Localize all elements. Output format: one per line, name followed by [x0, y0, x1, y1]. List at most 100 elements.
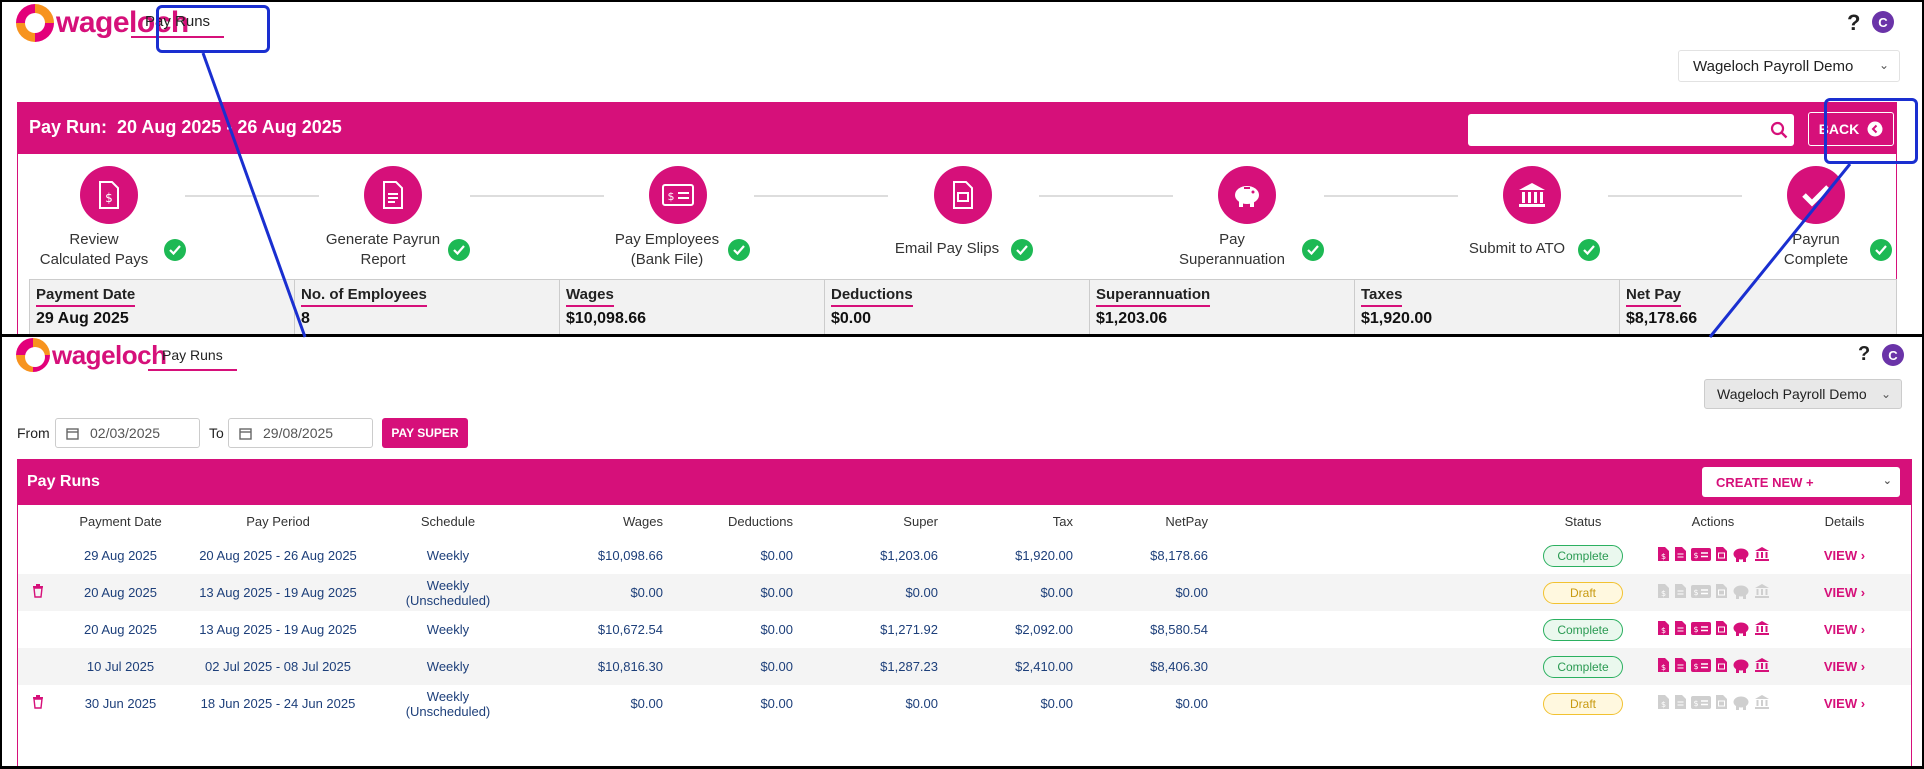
pay-slip-icon[interactable] — [1715, 657, 1728, 676]
summary-deductions: Deductions $0.00 — [825, 280, 1090, 334]
summary-employees: No. of Employees 8 — [295, 280, 560, 334]
create-new-button[interactable]: CREATE NEW + ⌄ — [1702, 467, 1900, 497]
cell-super: $0.00 — [793, 574, 938, 611]
to-label: To — [209, 425, 224, 441]
cell-pay-period: 13 Aug 2025 - 19 Aug 2025 — [183, 574, 373, 611]
pay-slip-icon — [1715, 583, 1728, 602]
to-date-input[interactable]: 29/08/2025 — [228, 418, 373, 448]
pay-slip-icon[interactable] — [1715, 620, 1728, 639]
cell-wages: $0.00 — [630, 696, 663, 711]
nav-tab-pay-runs[interactable]: Pay Runs — [148, 347, 237, 371]
cell-wages: $0.00 — [523, 574, 663, 611]
step-connector — [470, 195, 604, 197]
wageloch-logo[interactable]: wageloch — [16, 338, 167, 372]
from-date-value: 02/03/2025 — [90, 425, 161, 441]
pay-runs-header: Pay Runs CREATE NEW + ⌄ — [17, 459, 1912, 505]
view-link[interactable]: VIEW › — [1823, 585, 1866, 600]
view-link[interactable]: VIEW › — [1823, 622, 1866, 637]
pay-run-header: Pay Run: 20 Aug 2025 - 26 Aug 2025 BACK — [17, 102, 1897, 154]
government-building-icon[interactable] — [1754, 657, 1770, 676]
to-date-value: 29/08/2025 — [263, 425, 334, 441]
report-document-icon — [1674, 583, 1687, 602]
col-payment-date[interactable]: Payment Date — [58, 505, 183, 537]
col-actions: Actions — [1648, 505, 1778, 537]
highlight-back-button — [1824, 98, 1918, 164]
avatar[interactable]: C — [1872, 11, 1894, 33]
bank-file-icon[interactable]: $ — [1690, 621, 1711, 638]
cell-pay-period: 18 Jun 2025 - 24 Jun 2025 — [200, 696, 356, 711]
help-icon[interactable]: ? — [1858, 343, 1871, 365]
step-review-calculated-pays[interactable]: $ — [80, 166, 138, 224]
pay-super-button[interactable]: PAY SUPER — [382, 418, 468, 448]
help-icon[interactable]: ? — [1847, 10, 1861, 35]
logo-mark-icon — [16, 4, 54, 42]
from-date-input[interactable]: 02/03/2025 — [55, 418, 200, 448]
col-wages[interactable]: Wages — [523, 505, 663, 537]
step-submit-to-ato[interactable] — [1503, 166, 1561, 224]
check-circle-icon — [1870, 239, 1892, 261]
dollar-document-icon[interactable]: $ — [1657, 620, 1670, 639]
report-document-icon — [383, 181, 403, 209]
step-email-pay-slips[interactable] — [934, 166, 992, 224]
view-link[interactable]: VIEW › — [1823, 548, 1866, 563]
col-netpay[interactable]: NetPay — [1073, 505, 1208, 537]
piggy-bank-icon[interactable] — [1732, 658, 1750, 676]
summary-superannuation: Superannuation $1,203.06 — [1090, 280, 1355, 334]
create-new-label: CREATE NEW + — [1716, 474, 1814, 490]
check-circle-icon — [728, 239, 750, 261]
company-select-value: Wageloch Payroll Demo — [1717, 386, 1867, 402]
nav-tab-label: Pay Runs — [162, 347, 223, 363]
wageloch-logo[interactable]: wageloch — [16, 4, 189, 42]
svg-text:$: $ — [1693, 699, 1698, 708]
back-button-label: BACK — [1818, 121, 1860, 137]
col-pay-period[interactable]: Pay Period — [183, 505, 373, 537]
step-pay-employees[interactable]: $ — [649, 166, 707, 224]
government-building-icon[interactable] — [1754, 546, 1770, 565]
check-circle-icon — [164, 239, 186, 261]
col-super[interactable]: Super — [793, 505, 938, 537]
svg-text:$: $ — [1693, 662, 1698, 671]
pay-run-detail-screen: wageloch Pay Runs ? C Wageloch Payroll D… — [2, 2, 1922, 334]
status-badge: Complete — [1543, 655, 1623, 678]
search-icon[interactable] — [1770, 121, 1788, 139]
piggy-bank-icon[interactable] — [1732, 547, 1750, 565]
col-schedule[interactable]: Schedule — [373, 505, 523, 537]
table-row: 20 Aug 2025 13 Aug 2025 - 19 Aug 2025 Week… — [18, 611, 1911, 648]
government-building-icon[interactable] — [1754, 620, 1770, 639]
status-badge: Complete — [1543, 618, 1623, 641]
government-building-icon — [1754, 583, 1770, 602]
company-select[interactable]: Wageloch Payroll Demo ⌄ — [1678, 50, 1900, 82]
back-button[interactable]: BACK — [1808, 112, 1894, 146]
cell-deductions: $0.00 — [663, 574, 793, 611]
cell-super: $0.00 — [905, 696, 938, 711]
svg-text:$: $ — [1693, 625, 1698, 634]
bank-file-icon[interactable]: $ — [1690, 658, 1711, 675]
view-link[interactable]: VIEW › — [1823, 659, 1866, 674]
col-deductions[interactable]: Deductions — [663, 505, 793, 537]
avatar[interactable]: C — [1882, 344, 1904, 366]
check-circle-icon — [1302, 239, 1324, 261]
trash-icon[interactable] — [32, 584, 44, 601]
trash-icon[interactable] — [32, 695, 44, 712]
step-generate-payrun-report[interactable] — [364, 166, 422, 224]
cell-netpay: $0.00 — [1073, 574, 1208, 611]
view-link[interactable]: VIEW › — [1823, 696, 1866, 711]
col-tax[interactable]: Tax — [938, 505, 1073, 537]
company-select[interactable]: Wageloch Payroll Demo ⌄ — [1704, 379, 1902, 409]
pay-slip-icon[interactable] — [1715, 546, 1728, 565]
dollar-document-icon[interactable]: $ — [1657, 657, 1670, 676]
step-payrun-complete[interactable] — [1787, 166, 1845, 224]
report-document-icon[interactable] — [1674, 657, 1687, 676]
cell-super: $1,287.23 — [793, 648, 938, 685]
search-input[interactable] — [1468, 114, 1794, 146]
report-document-icon[interactable] — [1674, 546, 1687, 565]
nav-tab-pay-runs[interactable]: Pay Runs — [131, 13, 225, 38]
report-document-icon[interactable] — [1674, 620, 1687, 639]
step-pay-superannuation[interactable] — [1218, 166, 1276, 224]
step-connector — [754, 195, 888, 197]
dollar-document-icon[interactable]: $ — [1657, 546, 1670, 565]
bank-file-icon[interactable]: $ — [1690, 547, 1711, 564]
cell-payment-date: 20 Aug 2025 — [58, 574, 183, 611]
piggy-bank-icon[interactable] — [1732, 621, 1750, 639]
